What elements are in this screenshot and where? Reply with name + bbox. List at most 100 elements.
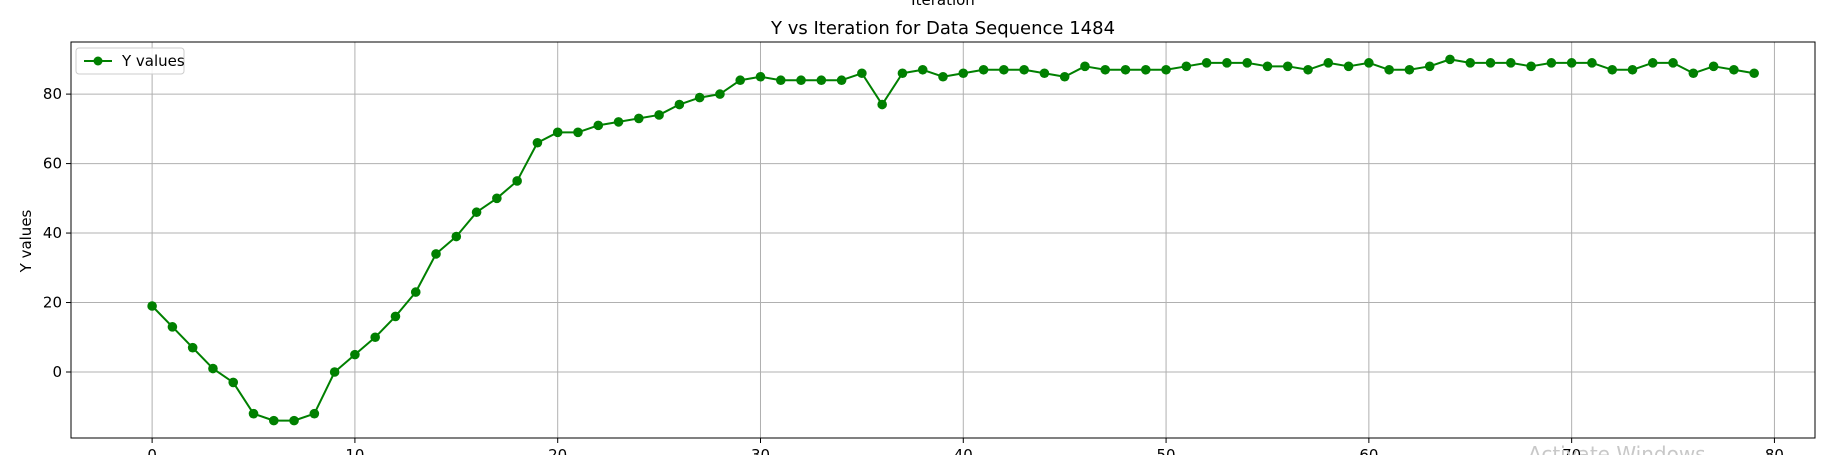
legend: Y values bbox=[75, 47, 185, 75]
x-tick-label: 0 bbox=[147, 446, 157, 455]
data-point bbox=[816, 75, 827, 86]
data-point bbox=[167, 322, 178, 332]
data-point bbox=[1485, 58, 1496, 68]
legend-box bbox=[75, 47, 185, 75]
data-point bbox=[836, 75, 847, 86]
data-point bbox=[1364, 58, 1374, 68]
data-point bbox=[735, 75, 746, 86]
data-point bbox=[1526, 61, 1536, 72]
data-point bbox=[1201, 58, 1212, 68]
x-tick-label: 80 bbox=[1765, 446, 1784, 455]
data-point bbox=[593, 120, 604, 131]
data-point bbox=[999, 64, 1009, 75]
x-tick-label: 50 bbox=[1157, 446, 1176, 455]
data-point bbox=[1059, 71, 1070, 82]
data-point bbox=[1708, 61, 1719, 72]
data-point bbox=[634, 113, 644, 124]
data-point bbox=[471, 207, 482, 218]
y-tick-label: 20 bbox=[43, 294, 62, 312]
data-point bbox=[248, 408, 259, 419]
data-point bbox=[694, 92, 705, 103]
grid-lines bbox=[71, 42, 1815, 438]
data-point bbox=[1566, 58, 1577, 68]
data-point bbox=[1262, 61, 1273, 72]
data-point bbox=[1039, 68, 1050, 79]
data-point bbox=[289, 415, 299, 426]
series-layer bbox=[147, 54, 1759, 426]
data-point bbox=[1100, 64, 1111, 75]
series-line bbox=[151, 58, 1755, 422]
data-point bbox=[1140, 64, 1151, 75]
y-axis-label: Y values bbox=[17, 209, 35, 273]
data-point bbox=[268, 415, 279, 426]
data-point bbox=[1607, 64, 1618, 75]
data-point bbox=[451, 231, 462, 242]
data-point bbox=[1384, 64, 1394, 75]
x-tick-label: 70 bbox=[1562, 446, 1581, 455]
data-point bbox=[1729, 64, 1739, 75]
data-point bbox=[1627, 64, 1638, 75]
y-tick-label: 60 bbox=[43, 155, 62, 173]
data-point bbox=[1506, 58, 1516, 68]
legend-entry-y-values: Y values bbox=[121, 52, 185, 70]
x-tick-label: 60 bbox=[1359, 446, 1378, 455]
y-tick-label: 40 bbox=[43, 224, 62, 242]
data-point bbox=[1404, 64, 1415, 75]
data-point bbox=[897, 68, 908, 79]
data-point bbox=[654, 110, 664, 120]
chart-title: Y vs Iteration for Data Sequence 1484 bbox=[770, 18, 1115, 39]
data-point bbox=[532, 137, 543, 148]
x-tick-label: 30 bbox=[751, 446, 770, 455]
data-point bbox=[1668, 58, 1678, 68]
data-point bbox=[1424, 61, 1435, 72]
data-point bbox=[775, 75, 786, 86]
data-point bbox=[228, 377, 239, 388]
x-tick-label: 40 bbox=[954, 446, 973, 455]
data-point bbox=[512, 176, 522, 186]
x-tick-label: 20 bbox=[548, 446, 567, 455]
data-point bbox=[410, 287, 421, 297]
data-point bbox=[857, 68, 867, 79]
x-tick-label: 10 bbox=[345, 446, 364, 455]
data-point bbox=[877, 99, 887, 110]
data-point bbox=[978, 64, 989, 75]
data-point bbox=[208, 363, 218, 374]
data-point bbox=[1343, 61, 1354, 72]
top-axis-label: Iteration bbox=[911, 0, 975, 9]
data-point bbox=[1303, 64, 1313, 75]
data-point bbox=[1546, 58, 1557, 68]
data-point bbox=[309, 408, 320, 419]
data-point bbox=[938, 71, 948, 82]
data-point bbox=[1465, 58, 1476, 68]
data-point bbox=[1161, 64, 1171, 75]
data-point bbox=[796, 75, 806, 86]
data-point bbox=[1749, 68, 1759, 79]
data-point bbox=[492, 193, 502, 204]
data-point bbox=[1445, 54, 1455, 65]
data-point bbox=[1019, 64, 1029, 75]
data-point bbox=[573, 127, 583, 138]
legend-marker-sample bbox=[93, 56, 103, 66]
data-point bbox=[1080, 61, 1090, 72]
data-point bbox=[917, 64, 928, 75]
data-point bbox=[1587, 58, 1597, 68]
data-point bbox=[1647, 58, 1658, 68]
data-point bbox=[370, 332, 380, 343]
data-point bbox=[613, 117, 624, 127]
axis-ticks: 0 10 20 30 40 50 60 70 80 0 20 40 60 80 bbox=[43, 85, 1784, 455]
data-point bbox=[958, 68, 969, 79]
data-point bbox=[1222, 58, 1232, 68]
data-point bbox=[431, 249, 441, 259]
y-tick-label: 80 bbox=[43, 85, 62, 103]
data-point bbox=[715, 89, 725, 99]
data-point bbox=[329, 367, 340, 377]
data-point bbox=[350, 349, 360, 360]
data-point bbox=[552, 127, 563, 138]
data-point bbox=[1181, 61, 1192, 72]
y-tick-label: 0 bbox=[52, 363, 62, 381]
data-point bbox=[1323, 58, 1334, 68]
data-point bbox=[187, 342, 198, 353]
plot-frame bbox=[70, 41, 1816, 439]
